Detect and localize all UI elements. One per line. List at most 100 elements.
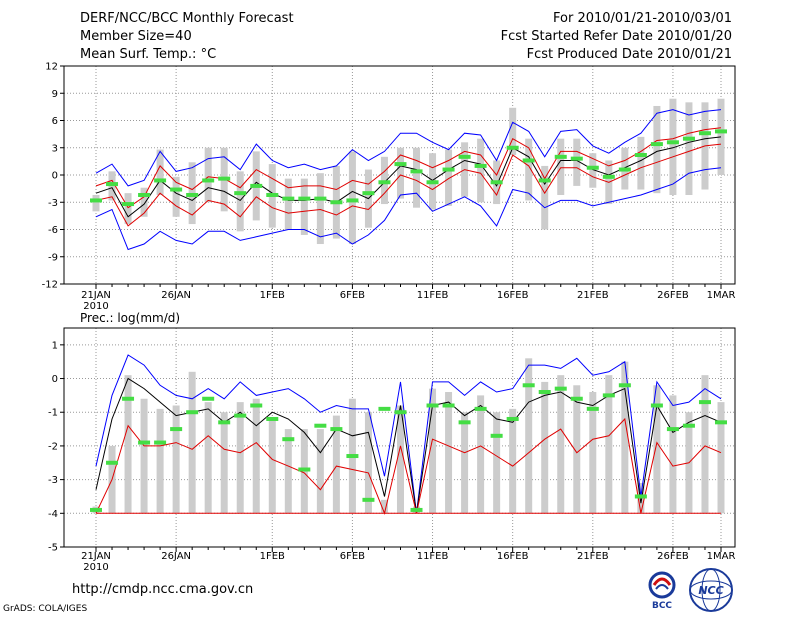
precip-range-box xyxy=(364,412,372,514)
precip-xtick-label: 11FEB xyxy=(417,551,449,562)
temp-series-ensemble-max xyxy=(95,109,722,187)
temp-xtick-label: 21FEB xyxy=(577,290,609,301)
precip-observed-mark xyxy=(138,440,151,445)
temp-range-box xyxy=(509,107,517,156)
precip-xtick-label: 16FEB xyxy=(497,551,529,562)
precip-range-box xyxy=(717,402,725,514)
precip-xtick-label: 26FEB xyxy=(657,551,689,562)
precip-frame xyxy=(63,327,736,548)
precip-range-box xyxy=(220,412,228,514)
precip-observed-mark xyxy=(538,390,551,395)
temp-range-box xyxy=(348,151,356,245)
precip-range-box xyxy=(493,412,501,514)
variable-label: Mean Surf. Temp.: °C xyxy=(80,47,217,62)
temp-observed-mark xyxy=(618,167,631,172)
temp-range-box xyxy=(124,193,132,225)
source-url: http://cmdp.ncc.cma.gov.cn xyxy=(72,582,254,597)
precip-observed-mark xyxy=(122,396,135,401)
temp-range-box xyxy=(236,171,244,232)
bcc-logo: BCC xyxy=(648,571,676,611)
ncc-logo-text: NCC xyxy=(698,584,723,597)
precip-range-box xyxy=(396,405,404,514)
temp-xtick-label: 16FEB xyxy=(497,290,529,301)
precip-range-box xyxy=(284,429,292,514)
precip-observed-mark xyxy=(362,497,375,502)
precip-range-box xyxy=(509,408,517,514)
temp-observed-mark xyxy=(650,142,663,147)
precip-ytick-label: -2 xyxy=(48,441,58,452)
temp-observed-mark xyxy=(266,192,279,197)
temp-range-box xyxy=(156,149,164,195)
precip-xtick-label: 21JAN xyxy=(81,551,111,562)
precip-observed-mark xyxy=(346,454,359,459)
temp-observed-mark xyxy=(282,196,295,201)
precip-variable-label: Prec.: log(mm/d) xyxy=(80,311,180,325)
temp-observed-mark xyxy=(90,198,102,203)
temp-range-box xyxy=(541,165,549,230)
chart-title: DERF/NCC/BCC Monthly Forecast xyxy=(80,11,294,26)
precip-observed-mark xyxy=(394,410,407,415)
precip-observed-mark xyxy=(170,427,183,432)
temp-observed-mark xyxy=(314,196,327,201)
precip-range-box xyxy=(156,408,164,514)
ncc-logo: NCC xyxy=(689,568,733,612)
temp-range-box xyxy=(172,176,180,217)
precip-observed-mark xyxy=(554,386,567,391)
temp-range-box xyxy=(92,194,100,212)
precip-observed-mark xyxy=(698,400,711,405)
forecast-started-label: Fcst Started Refer Date 2010/01/20 xyxy=(500,29,732,44)
temp-observed-mark xyxy=(298,196,311,201)
temp-observed-mark xyxy=(698,131,711,136)
temp-observed-mark xyxy=(186,192,199,197)
forecast-period-label: For 2010/01/21-2010/03/01 xyxy=(553,11,732,26)
precip-observed-mark xyxy=(474,406,487,411)
precip-observed-mark xyxy=(634,494,647,499)
temp-series-spread-lower xyxy=(95,143,722,227)
precip-ytick-label: 1 xyxy=(52,340,58,351)
temp-range-box xyxy=(573,138,581,186)
precip-observed-mark xyxy=(314,423,327,428)
precip-observed-mark xyxy=(682,423,695,428)
temp-series-ensemble-min xyxy=(95,167,722,251)
precip-observed-mark xyxy=(234,413,247,418)
temp-observed-mark xyxy=(458,154,471,159)
temp-observed-mark xyxy=(202,178,215,183)
precip-observed-mark xyxy=(298,467,311,472)
temp-observed-mark xyxy=(682,136,695,141)
temp-ytick-label: 9 xyxy=(52,89,58,100)
temp-ytick-label: 3 xyxy=(52,143,58,154)
temp-range-box xyxy=(477,138,485,203)
temp-observed-mark xyxy=(106,182,119,187)
temp-ytick-label: 6 xyxy=(52,116,58,127)
precip-ytick-label: -4 xyxy=(48,509,58,520)
temp-observed-mark xyxy=(170,187,183,192)
precip-range-box xyxy=(461,412,469,514)
temp-ytick-label: 0 xyxy=(52,171,58,182)
precip-series-spread-lower xyxy=(95,417,722,515)
temp-observed-mark xyxy=(522,158,535,163)
precip-range-box xyxy=(573,385,581,514)
precip-range-box xyxy=(429,388,437,514)
temp-range-box xyxy=(396,147,404,199)
temp-observed-mark xyxy=(554,154,567,159)
temp-ytick-label: 12 xyxy=(45,62,58,73)
temp-range-box xyxy=(413,147,421,208)
precip-range-box xyxy=(653,385,661,514)
precip-range-box xyxy=(621,361,629,514)
forecast-produced-label: Fcst Produced Date 2010/01/21 xyxy=(526,47,732,62)
precip-range-box xyxy=(557,375,565,514)
precip-range-box xyxy=(172,405,180,514)
temp-range-box xyxy=(204,147,212,203)
temp-observed-mark xyxy=(602,174,615,179)
precip-observed-mark xyxy=(330,427,343,432)
precip-range-box xyxy=(316,429,324,514)
precip-range-box xyxy=(140,398,148,514)
temp-observed-mark xyxy=(634,153,647,158)
precip-observed-mark xyxy=(154,440,167,445)
temp-xtick-label: 11FEB xyxy=(417,290,449,301)
temp-ytick-label: -3 xyxy=(48,198,58,209)
temp-observed-mark xyxy=(394,162,407,167)
precip-xtick-label: 26JAN xyxy=(161,551,191,562)
